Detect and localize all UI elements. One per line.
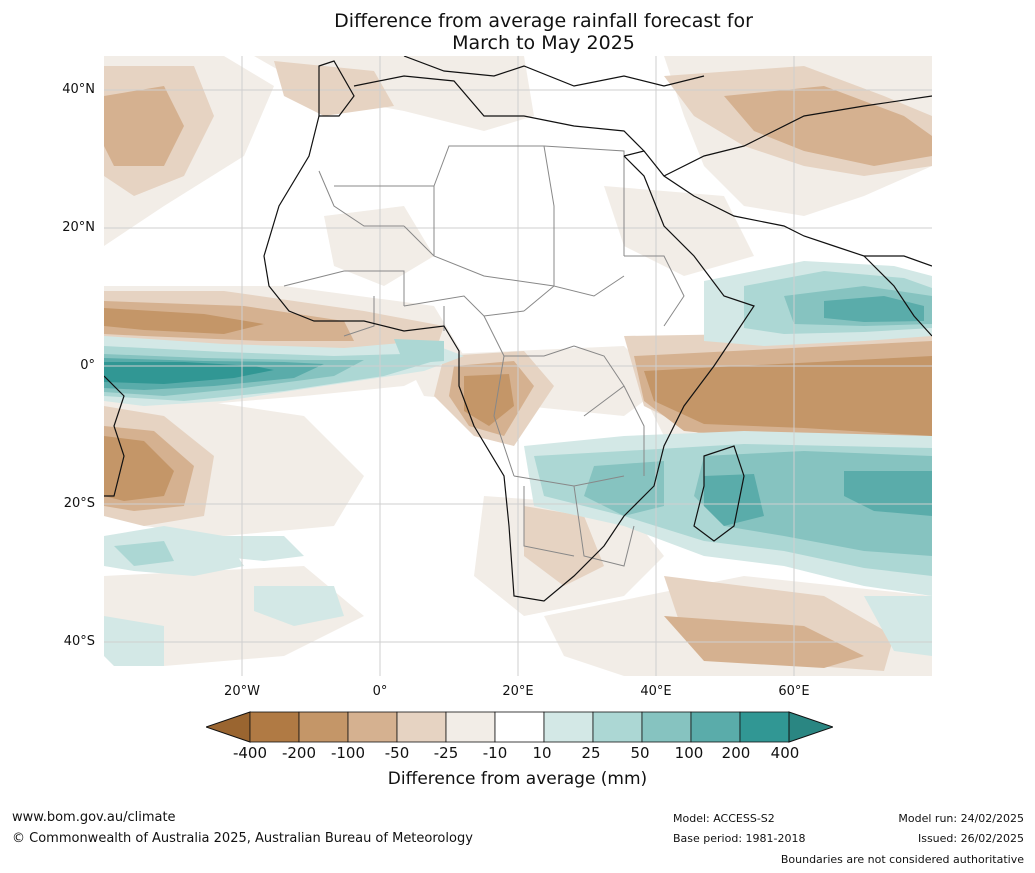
legend-tick-25: 25 [581,744,601,762]
lon-label-40e: 40°E [640,684,672,699]
colorbar-box-4 [396,711,447,743]
lat-label-40s: 40°S [63,634,95,649]
map-canvas [104,56,932,676]
title-line-2: March to May 2025 [452,32,635,54]
lat-label-20n: 20°N [62,220,95,235]
legend-tick-minus-100: -100 [330,744,366,762]
legend-tick-10: 10 [532,744,552,762]
dry-100-200-regions [104,308,932,501]
legend-tick-200: 200 [721,744,751,762]
colorbar-box-11 [739,711,790,743]
graticule [104,56,932,676]
legend-tick-50: 50 [630,744,650,762]
colorbar-arrow-high [788,711,833,743]
footer-model: Model: ACCESS-S2 [673,812,775,825]
wet-200-400-regions [104,362,274,384]
footer-model-run: Model run: 24/02/2025 [898,812,1024,825]
lon-label-60e: 60°E [778,684,810,699]
coastlines [104,56,932,602]
legend-tick-minus-400: -400 [232,744,268,762]
colorbar-box-1 [249,711,300,743]
footer-url: www.bom.gov.au/climate [12,810,176,825]
chart-title: Difference from average rainfall forecas… [0,10,1035,54]
legend-tick-400: 400 [770,744,800,762]
colorbar-box-6 [494,711,545,743]
legend-tick-100: 100 [674,744,704,762]
lon-label-0: 0° [372,684,388,699]
lon-label-20w: 20°W [224,684,260,699]
legend-title: Difference from average (mm) [387,769,648,789]
colorbar-box-3 [347,711,398,743]
colorbar-box-8 [592,711,643,743]
lat-label-0: 0° [80,358,95,373]
title-line-1: Difference from average rainfall forecas… [334,10,753,32]
colorbar-box-9 [641,711,692,743]
footer-base-period: Base period: 1981-2018 [673,832,806,845]
colorbar-box-5 [445,711,496,743]
lat-label-40n: 40°N [62,82,95,97]
lon-label-20e: 20°E [502,684,534,699]
legend-tick-minus-50: -50 [384,744,410,762]
colorbar-arrow-low [206,711,251,743]
rainfall-anomaly-map [104,56,932,676]
colorbar [206,711,833,743]
country-borders [283,145,685,567]
legend-tick-minus-25: -25 [433,744,459,762]
footer-copyright: © Commonwealth of Australia 2025, Austra… [12,831,473,846]
legend-tick-minus-200: -200 [281,744,317,762]
footer-issued: Issued: 26/02/2025 [917,832,1024,845]
legend-tick-minus-10: -10 [482,744,508,762]
colorbar-box-7 [543,711,594,743]
footer-disclaimer: Boundaries are not considered authoritat… [780,853,1024,866]
colorbar-box-10 [690,711,741,743]
lat-label-20s: 20°S [63,496,95,511]
colorbar-box-2 [298,711,349,743]
